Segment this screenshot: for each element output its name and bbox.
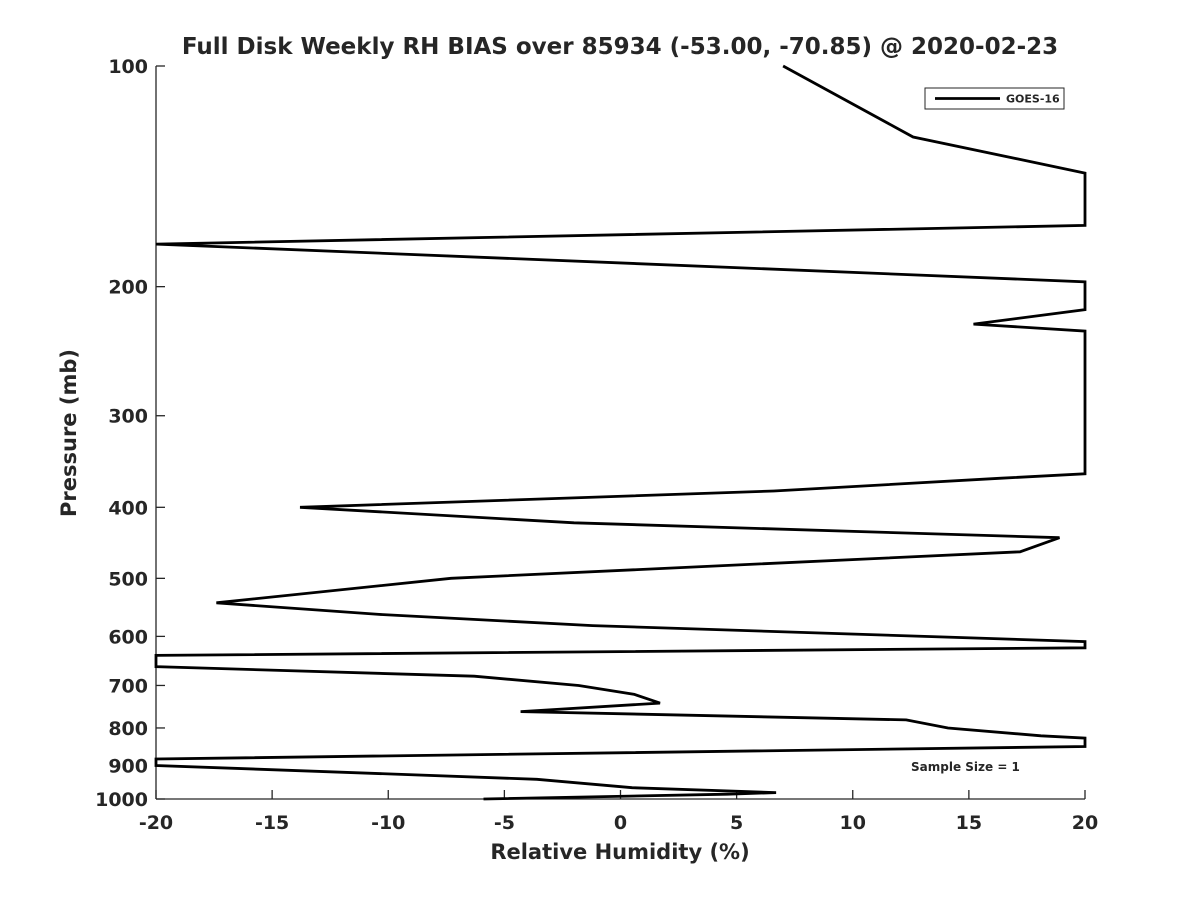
y-tick-label: 300 <box>108 406 148 428</box>
y-axis-label: Pressure (mb) <box>57 349 81 517</box>
y-axis-ticks: 100 200 300 400 500 600 700 800 900 1000 <box>95 56 165 811</box>
y-tick-label: 600 <box>108 626 148 648</box>
plot-area <box>156 66 1085 799</box>
chart-title: Full Disk Weekly RH BIAS over 85934 (-53… <box>182 34 1058 60</box>
x-tick-label: -20 <box>139 812 173 834</box>
x-tick-label: -15 <box>255 812 289 834</box>
y-tick-label: 900 <box>108 755 148 777</box>
y-tick-label: 200 <box>108 277 148 299</box>
x-tick-label: 0 <box>614 812 627 834</box>
y-tick-label: 700 <box>108 675 148 697</box>
x-tick-label: 5 <box>730 812 743 834</box>
x-axis-label: Relative Humidity (%) <box>490 840 749 864</box>
legend-label: GOES-16 <box>1006 93 1060 106</box>
x-tick-label: 15 <box>956 812 982 834</box>
y-tick-label: 1000 <box>95 789 148 811</box>
y-tick-label: 800 <box>108 718 148 740</box>
y-tick-label: 500 <box>108 568 148 590</box>
x-tick-label: -5 <box>494 812 515 834</box>
y-tick-label: 400 <box>108 497 148 519</box>
y-tick-label: 100 <box>108 56 148 78</box>
series-line-goes-16 <box>154 64 1087 801</box>
legend: GOES-16 <box>924 87 1065 110</box>
x-tick-label: 20 <box>1072 812 1098 834</box>
x-tick-label: -10 <box>371 812 405 834</box>
sample-size-annotation: Sample Size = 1 <box>911 760 1020 774</box>
x-tick-label: 10 <box>840 812 866 834</box>
